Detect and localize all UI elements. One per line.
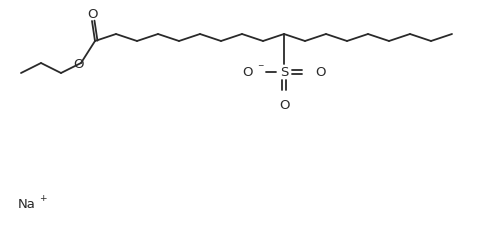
- Text: −: −: [257, 61, 263, 70]
- Text: O: O: [87, 9, 97, 21]
- Text: O: O: [74, 57, 84, 70]
- Text: S: S: [280, 66, 288, 79]
- Text: O: O: [243, 66, 253, 79]
- Text: O: O: [315, 66, 326, 79]
- Text: Na: Na: [18, 198, 36, 211]
- Text: +: +: [39, 194, 47, 203]
- Text: O: O: [279, 99, 289, 112]
